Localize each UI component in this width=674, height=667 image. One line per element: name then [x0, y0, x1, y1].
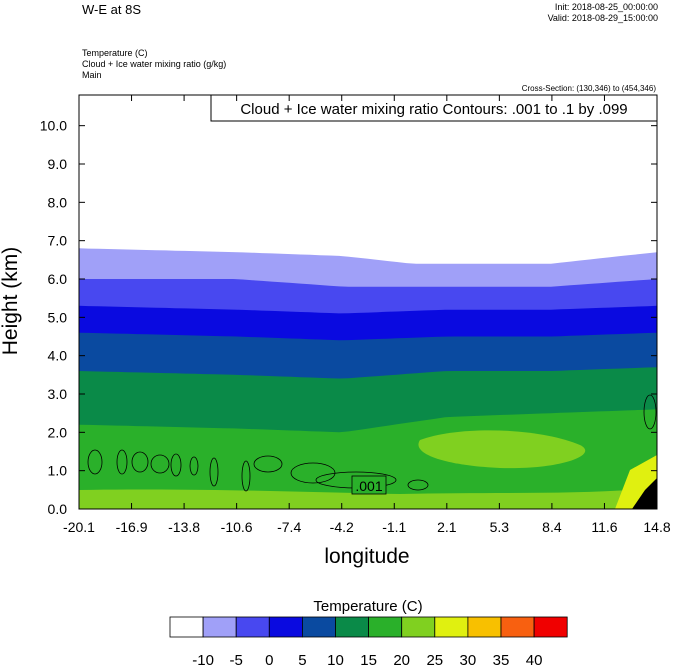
cloud-contour: [209, 457, 219, 487]
colorbar-swatch: [268, 616, 303, 638]
temperature-bands: [79, 95, 657, 509]
colorbar-swatch: [202, 616, 237, 638]
y-tick-label: 9.0: [48, 156, 68, 172]
chart-title: W-E at 8S: [82, 2, 142, 17]
cloud-contour: [253, 455, 283, 473]
contour-info-box: Cloud + Ice water mixing ratio Contours:…: [210, 94, 658, 122]
x-tick-label: 14.8: [643, 519, 670, 535]
warm-patch: [418, 430, 586, 469]
colorbar-label: 0: [265, 652, 273, 667]
contour-label-text: .001: [355, 478, 382, 494]
contour-label: .001: [351, 475, 387, 495]
colorbar-swatch: [169, 616, 204, 638]
contour-info-text: Cloud + Ice water mixing ratio Contours:…: [240, 101, 627, 118]
x-tick-label: 5.3: [490, 519, 510, 535]
colorbar-label: -10: [192, 652, 214, 667]
field-overlays: [79, 394, 657, 509]
y-tick-label: 6.0: [48, 271, 68, 287]
colorbar-swatch: [301, 616, 336, 638]
colorbar-label: 20: [393, 652, 410, 667]
cloud-contour: [643, 394, 657, 430]
field-temperature: Temperature (C): [82, 48, 148, 58]
colorbar-swatch: [500, 616, 535, 638]
valid-time: Valid: 2018-08-29_15:00:00: [547, 13, 658, 23]
y-tick-label: 5.0: [48, 309, 68, 325]
field-main: Main: [82, 70, 102, 80]
cross-section-label: Cross-Section: (130,346) to (454,346): [521, 84, 656, 93]
colorbar-label: 25: [426, 652, 443, 667]
colorbar: -10 -5 0 5 10 15 20 25 30 35 40: [169, 616, 568, 667]
x-tick-label: -20.1: [63, 519, 95, 535]
x-tick-label: -13.8: [168, 519, 200, 535]
x-axis-title: longitude: [324, 545, 409, 568]
x-tick-label: 11.6: [591, 519, 617, 535]
colorbar-swatch: [401, 616, 436, 638]
y-tick-label: 1.0: [48, 463, 68, 479]
surface-green-strip: [79, 488, 657, 509]
x-tick-label: -1.1: [382, 519, 406, 535]
cloud-contour: [241, 460, 251, 492]
field-cloud-ice: Cloud + Ice water mixing ratio (g/kg): [82, 59, 227, 69]
colorbar-label: 15: [360, 652, 377, 667]
y-tick-label: 8.0: [48, 194, 68, 210]
terrain: [632, 478, 657, 509]
colorbar-label: 40: [526, 652, 543, 667]
colorbar-swatch: [335, 616, 369, 638]
colorbar-label: 35: [493, 652, 510, 667]
cloud-contour: [131, 451, 149, 473]
axes: -20.1 -16.9 -13.8 -10.6 -7.4 -4.2 -1.1 2.1 5.3 8.…: [40, 95, 671, 535]
colorbar-label: -5: [230, 652, 243, 667]
x-tick-label: -7.4: [277, 519, 301, 535]
colorbar-title: Temperature (C): [313, 598, 422, 615]
y-tick-label: 3.0: [48, 386, 68, 402]
colorbar-swatch: [368, 616, 403, 638]
cloud-contour: [150, 454, 170, 474]
cloud-contour: [189, 456, 199, 476]
colorbar-label: 10: [327, 652, 344, 667]
cloud-contours: [87, 394, 657, 492]
colorbar-swatch: [467, 616, 502, 638]
cloud-contour: [87, 449, 103, 475]
y-tick-label: 2.0: [48, 424, 68, 440]
colorbar-label: 5: [298, 652, 306, 667]
y-tick-label: 0.0: [48, 501, 68, 517]
cloud-contour: [116, 449, 128, 475]
x-tick-label: 8.4: [542, 519, 562, 535]
x-tick-label: -16.9: [116, 519, 148, 535]
y-axis-title: Height (km): [0, 247, 22, 356]
cloud-contour: [407, 479, 429, 491]
x-tick-label: -10.6: [221, 519, 253, 535]
colorbar-swatch: [235, 616, 270, 638]
colorbar-label: 30: [460, 652, 477, 667]
x-tick-label: -4.2: [330, 519, 354, 535]
colorbar-swatch: [434, 616, 469, 638]
init-time: Init: 2018-08-25_00:00:00: [554, 2, 658, 12]
y-tick-label: 10.0: [40, 118, 67, 134]
colorbar-swatch: [533, 616, 568, 638]
y-tick-label: 4.0: [48, 348, 68, 364]
x-tick-label: 2.1: [437, 519, 457, 535]
cloud-contour: [170, 453, 182, 477]
y-tick-label: 7.0: [48, 233, 68, 249]
